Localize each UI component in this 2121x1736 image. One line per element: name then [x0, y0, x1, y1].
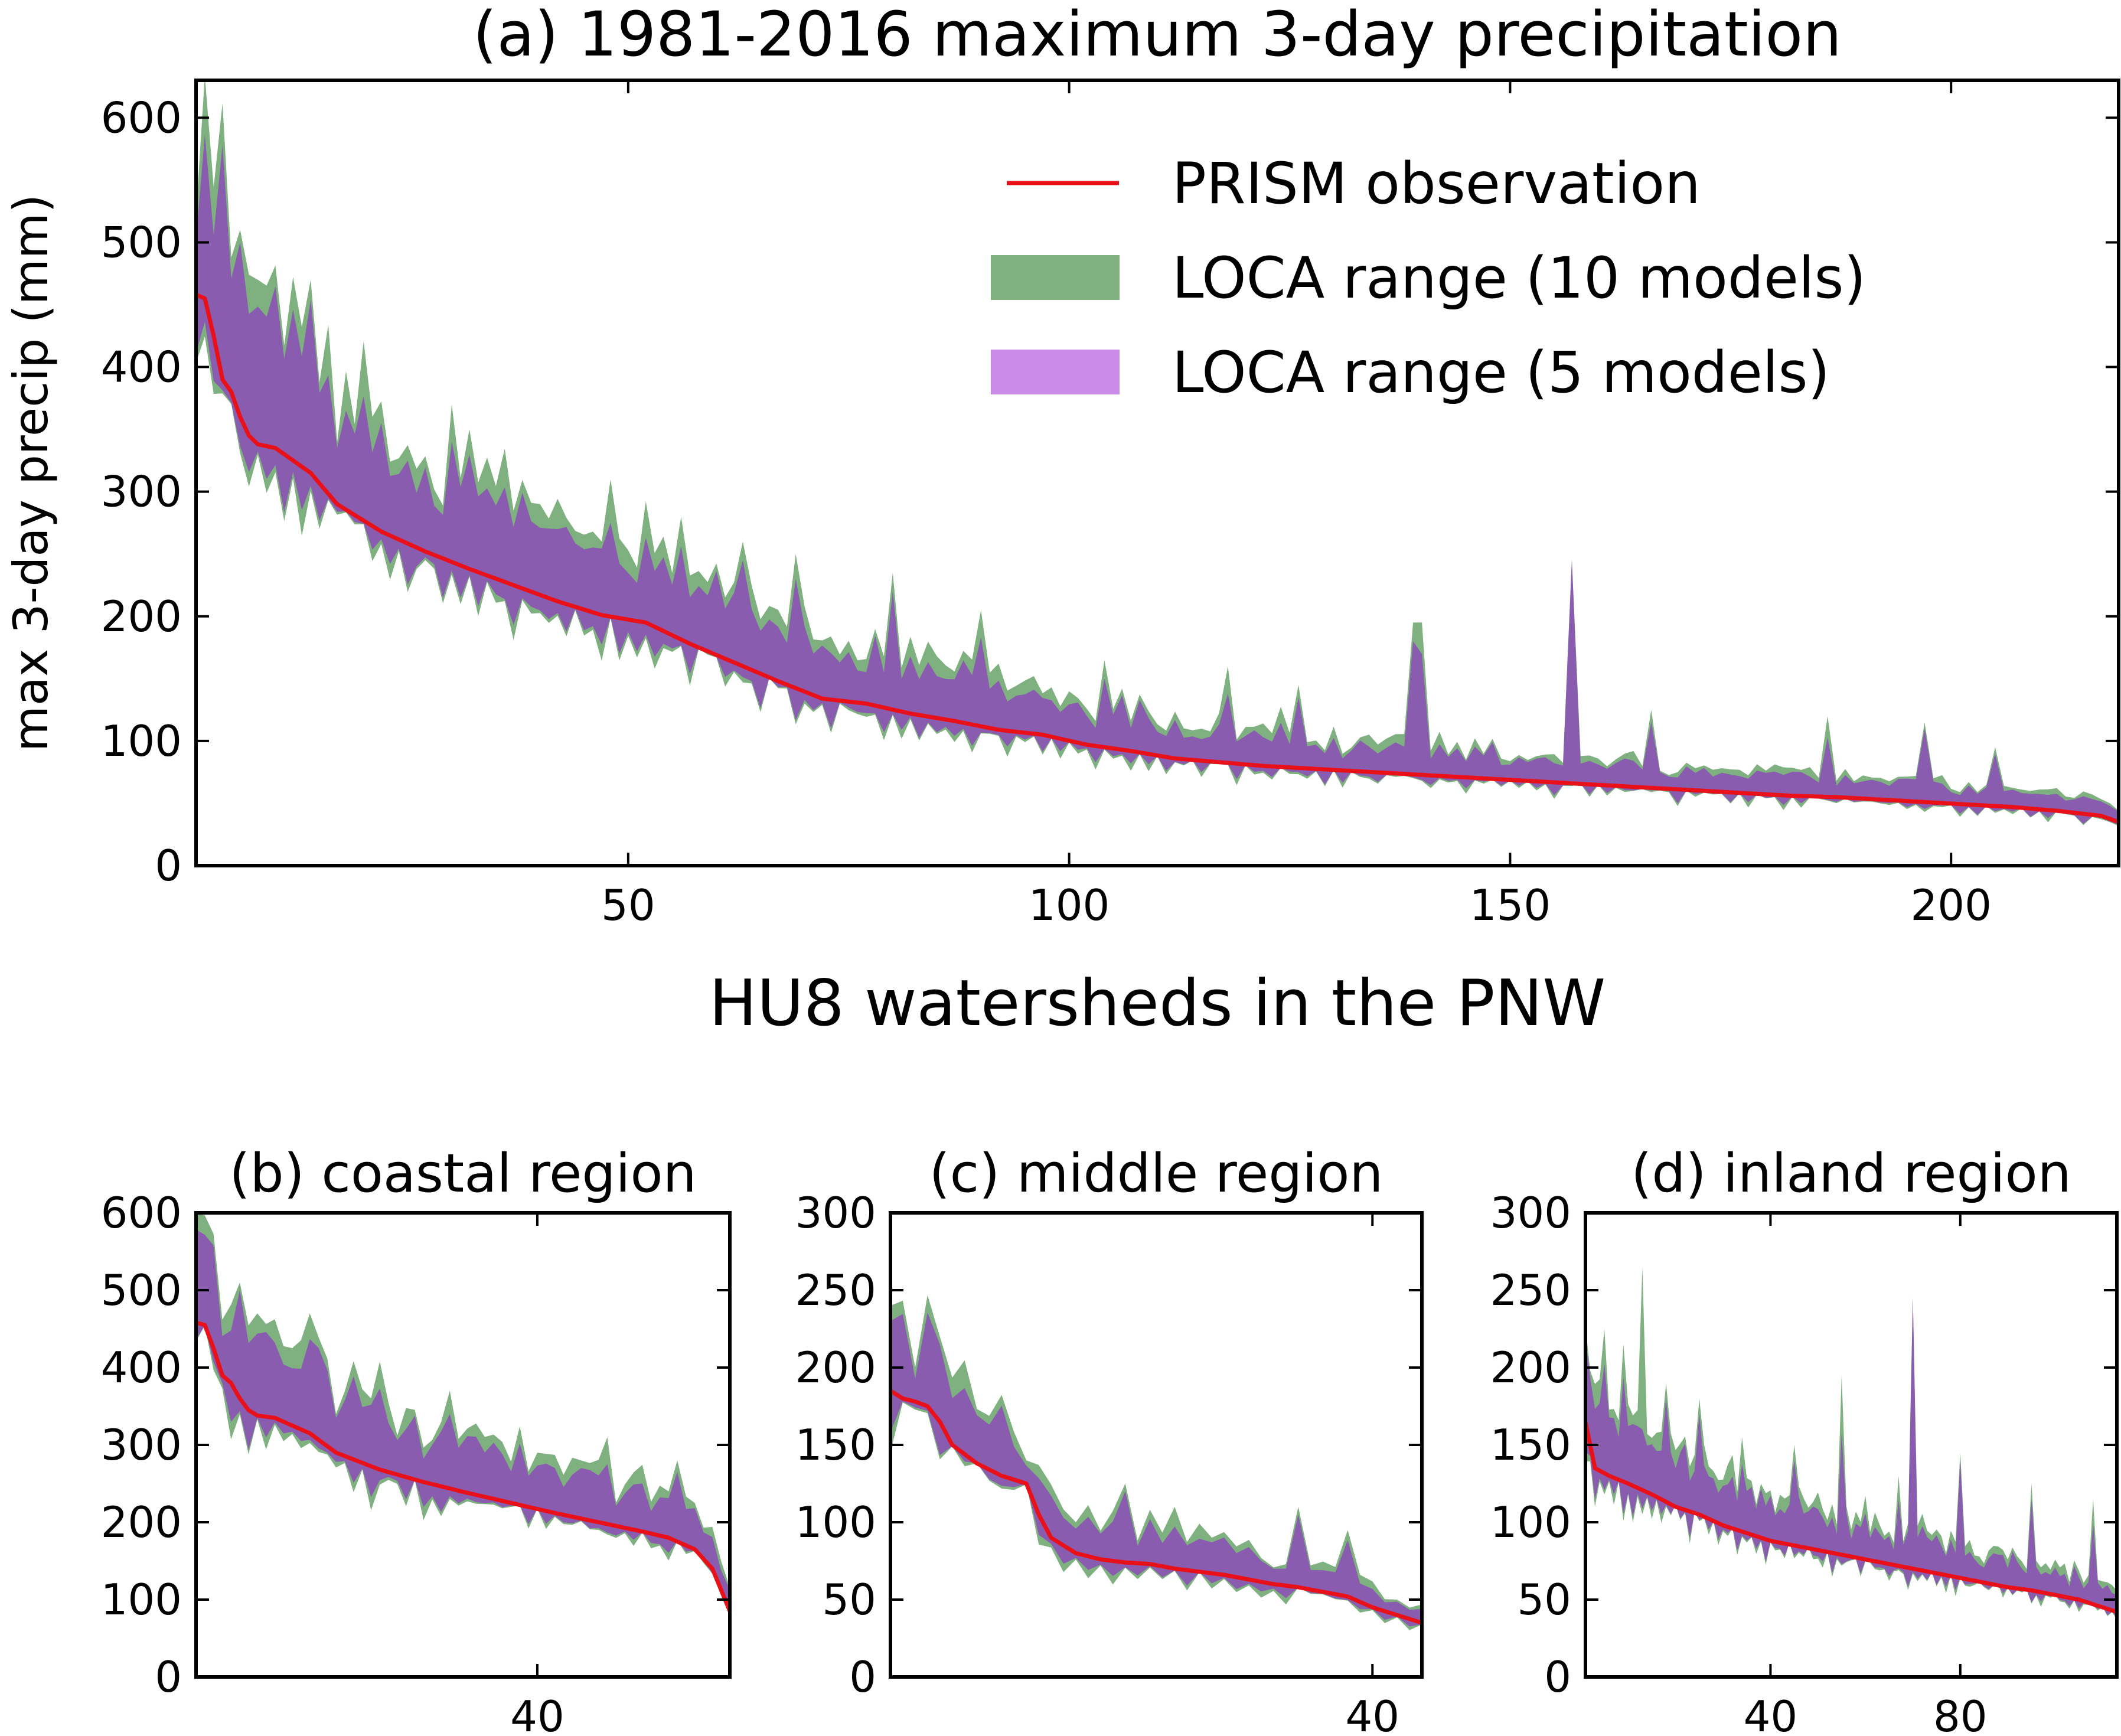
- legend-entry: LOCA range (10 models): [991, 245, 1866, 311]
- y-tick-label: 200: [795, 1343, 876, 1392]
- legend-label: PRISM observation: [1172, 151, 1701, 217]
- y-tick-label: 600: [101, 1188, 182, 1238]
- legend-label: LOCA range (5 models): [1172, 340, 1830, 406]
- y-tick-label: 250: [1490, 1265, 1571, 1315]
- legend-patch-swatch: [991, 255, 1120, 300]
- y-tick-label: 0: [155, 1652, 182, 1702]
- prism-observation-line: [196, 292, 2119, 824]
- x-tick-label: 40: [1345, 1692, 1399, 1736]
- y-tick-label: 100: [1490, 1497, 1571, 1547]
- x-axis-label: HU8 watersheds in the PNW: [709, 967, 1606, 1040]
- legend: PRISM observation LOCA range (10 models) L…: [991, 151, 1866, 406]
- panel-a-all-watersheds: 0 100 200 300 400 500 600 50 100 150 200 (a) 1981-2…: [4, 0, 2120, 1040]
- y-tick-label: 100: [101, 1575, 182, 1624]
- x-tick-label: 80: [1933, 1692, 1988, 1736]
- prism-observation-line: [196, 1320, 730, 1613]
- loca-range-5-models-band: [890, 1312, 1422, 1627]
- y-tick-label: 50: [822, 1575, 876, 1624]
- x-tick-label: 200: [1911, 880, 1992, 930]
- x-tick-label: 100: [1029, 880, 1110, 930]
- prism-observation-line: [890, 1389, 1422, 1625]
- plot-area-b: [196, 1213, 730, 1613]
- panel-title-a: (a) 1981-2016 maximum 3-day precipitatio…: [473, 0, 1842, 70]
- legend-entry: PRISM observation: [1007, 151, 1701, 217]
- legend-entry: LOCA range (5 models): [991, 340, 1830, 406]
- x-tick-label: 50: [601, 880, 655, 930]
- prism-observation-line: [1585, 1421, 2117, 1614]
- y-tick-label: 0: [1544, 1652, 1571, 1702]
- loca-range-5-models-band: [1585, 1298, 2117, 1618]
- y-tick-label: 250: [795, 1265, 876, 1315]
- y-tick-label: 600: [101, 93, 182, 142]
- panel-title-c: (c) middle region: [929, 1143, 1383, 1205]
- panel-title-b: (b) coastal region: [229, 1143, 696, 1205]
- y-tick-label: 0: [155, 841, 182, 890]
- y-tick-label: 150: [1490, 1420, 1571, 1470]
- y-tick-label: 200: [101, 1497, 182, 1547]
- panel-d-inland-region: 0 50 100 150 200 250 300 40 80 (d) inland region: [1490, 1143, 2119, 1736]
- plot-area-a: [196, 80, 2119, 826]
- panel-c-middle-region: 0 50 100 150 200 250 300 40 (c) middle region: [795, 1143, 1424, 1736]
- y-tick-label: 0: [849, 1652, 876, 1702]
- y-tick-label: 200: [101, 592, 182, 641]
- x-tick-label: 40: [510, 1692, 564, 1736]
- y-tick-label: 200: [1490, 1343, 1571, 1392]
- x-tick-label: 150: [1470, 880, 1551, 930]
- legend-label: LOCA range (10 models): [1172, 245, 1866, 311]
- axes-frame-a: [194, 79, 2120, 867]
- loca-range-10-models-band: [196, 80, 2119, 826]
- plot-area-d: [1585, 1267, 2117, 1620]
- y-tick-label: 500: [101, 1265, 182, 1315]
- y-tick-label: 400: [101, 1343, 182, 1392]
- panel-title-d: (d) inland region: [1631, 1143, 2071, 1205]
- y-axis-label: max 3-day precip (mm): [4, 194, 58, 752]
- legend-patch-swatch: [991, 350, 1120, 394]
- x-tick-label: 40: [1744, 1692, 1798, 1736]
- y-tick-label: 400: [101, 342, 182, 392]
- y-tick-label: 150: [795, 1420, 876, 1470]
- y-tick-label: 100: [101, 716, 182, 766]
- loca-range-5-models-band: [196, 1229, 730, 1613]
- y-tick-label: 100: [795, 1497, 876, 1547]
- y-tick-label: 300: [1490, 1188, 1571, 1238]
- y-tick-label: 300: [101, 1420, 182, 1470]
- y-tick-label: 300: [101, 467, 182, 517]
- y-tick-label: 500: [101, 217, 182, 267]
- panel-b-coastal-region: 0 100 200 300 400 500 600 40 (b) coastal region: [101, 1143, 732, 1736]
- plot-area-c: [890, 1295, 1422, 1630]
- y-tick-label: 50: [1517, 1575, 1571, 1624]
- y-tick-label: 300: [795, 1188, 876, 1238]
- loca-range-5-models-band: [196, 135, 2119, 825]
